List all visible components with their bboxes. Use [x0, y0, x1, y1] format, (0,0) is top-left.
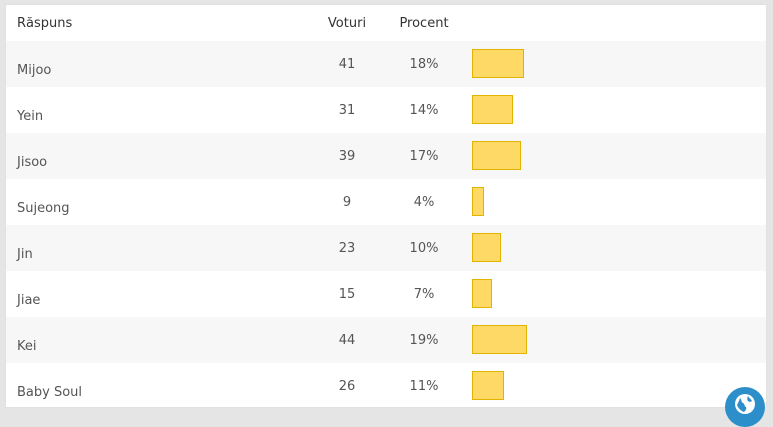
vote-percent: 14%	[409, 102, 439, 118]
answer-label: Yein	[17, 108, 44, 124]
vote-count: 41	[338, 56, 356, 72]
percent-bar	[472, 141, 521, 170]
header-answer: Răspuns	[17, 15, 73, 31]
header-votes: Voturi	[327, 15, 367, 31]
answer-label: Jisoo	[17, 154, 48, 170]
percent-bar	[472, 187, 484, 216]
vote-count: 9	[342, 194, 352, 210]
vote-percent: 7%	[413, 286, 435, 302]
answer-label: Mijoo	[17, 62, 52, 78]
percent-bar	[472, 371, 504, 400]
table-row: Kei 44 19%	[6, 317, 766, 363]
help-button[interactable]	[725, 387, 765, 427]
vote-count: 23	[338, 240, 356, 256]
answer-label: Baby Soul	[17, 384, 83, 400]
vote-percent: 4%	[413, 194, 435, 210]
table-row: Mijoo 41 18%	[6, 41, 766, 87]
percent-bar	[472, 49, 524, 78]
header-percent: Procent	[399, 15, 449, 31]
table-header: Răspuns Voturi Procent	[6, 5, 766, 42]
answer-label: Sujeong	[17, 200, 70, 216]
poll-results-panel: Răspuns Voturi Procent Mijoo 41 18% Yein 31 1…	[5, 4, 767, 408]
vote-percent: 19%	[409, 332, 439, 348]
answer-label: Jiae	[17, 292, 41, 308]
vote-count: 39	[338, 148, 356, 164]
vote-percent: 17%	[409, 148, 439, 164]
vote-count: 31	[338, 102, 356, 118]
percent-bar	[472, 95, 513, 124]
table-row: Sujeong 9 4%	[6, 179, 766, 225]
percent-bar	[472, 279, 492, 308]
vote-percent: 11%	[409, 378, 439, 394]
vote-count: 15	[338, 286, 356, 302]
percent-bar	[472, 233, 501, 262]
vote-percent: 18%	[409, 56, 439, 72]
help-globe-icon	[735, 394, 755, 414]
answer-label: Kei	[17, 338, 37, 354]
table-row: Jiae 15 7%	[6, 271, 766, 317]
vote-percent: 10%	[409, 240, 439, 256]
percent-bar	[472, 325, 527, 354]
table-row: Yein 31 14%	[6, 87, 766, 133]
vote-count: 44	[338, 332, 356, 348]
table-row: Baby Soul 26 11%	[6, 363, 766, 407]
table-row: Jisoo 39 17%	[6, 133, 766, 179]
answer-label: Jin	[17, 246, 33, 262]
table-row: Jin 23 10%	[6, 225, 766, 271]
vote-count: 26	[338, 378, 356, 394]
